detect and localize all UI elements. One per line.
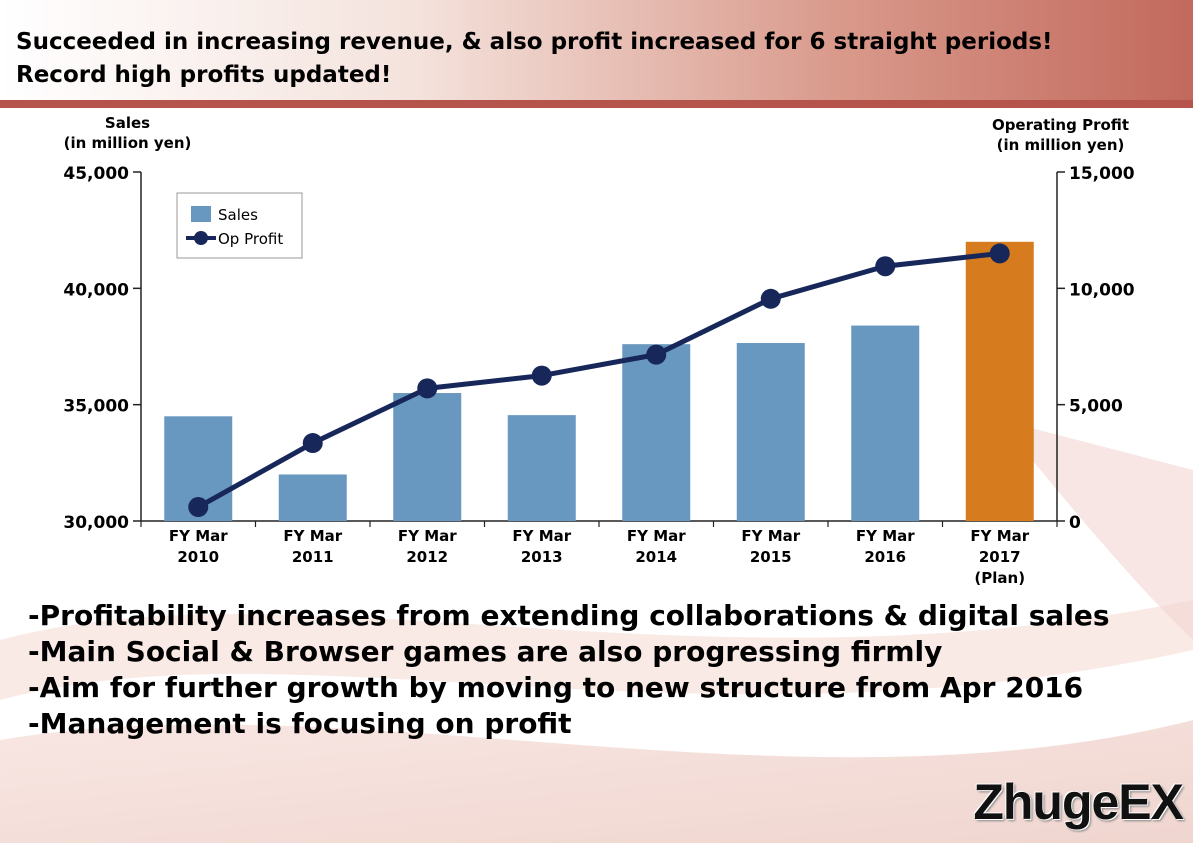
left-axis-title: Sales (in million yen): [40, 113, 215, 153]
right-axis-title-line-2: (in million yen): [996, 136, 1125, 154]
legend-profit-marker: [194, 231, 208, 245]
x-tick-label: FY Mar: [741, 527, 800, 545]
bullet-item: -Profitability increases from extending …: [28, 599, 1110, 632]
left-tick-label: 30,000: [63, 513, 129, 533]
sales-bar: [965, 241, 1034, 522]
x-tick-label: FY Mar: [512, 527, 571, 545]
brand-logo: ZhugeEX: [973, 774, 1184, 830]
x-tick-label: 2017: [979, 548, 1021, 566]
bullet-item: -Management is focusing on profit: [28, 707, 572, 740]
x-tick-label: 2012: [406, 548, 448, 566]
sales-bar: [622, 344, 691, 521]
left-tick-label: 45,000: [63, 164, 129, 184]
left-tick-label: 35,000: [63, 397, 129, 417]
x-tick-label: 2011: [292, 548, 334, 566]
x-tick-label: 2016: [864, 548, 906, 566]
sales-bar: [851, 325, 920, 521]
sales-bar: [393, 393, 462, 521]
x-tick-label: 2014: [635, 548, 677, 566]
x-tick-label: FY Mar: [283, 527, 342, 545]
op-profit-point: [188, 497, 209, 518]
x-tick-label: FY Mar: [627, 527, 686, 545]
sales-bar: [736, 343, 805, 521]
op-profit-point: [760, 288, 781, 309]
legend-box: [176, 192, 303, 259]
sales-bar: [278, 474, 347, 521]
right-axis-title-line-1: Operating Profit: [991, 116, 1130, 134]
headline-line-2: Record high profits updated!: [16, 62, 392, 88]
x-tick-label: 2013: [521, 548, 563, 566]
legend-profit-label: Op Profit: [218, 230, 283, 248]
x-tick-label: (Plan): [974, 569, 1025, 587]
right-tick-label: 15,000: [1069, 164, 1135, 184]
slide-headline: Succeeded in increasing revenue, & also …: [16, 26, 1053, 92]
sales-bar: [507, 415, 576, 521]
op-profit-point: [646, 344, 667, 365]
sales-profit-chart: 30,000 35,000 40,000 45,000 0 5,000 10,000 15,0…: [63, 164, 1135, 587]
x-tick-label: FY Mar: [970, 527, 1029, 545]
x-tick-label: FY Mar: [856, 527, 915, 545]
right-tick-label: 5,000: [1069, 397, 1123, 417]
x-tick-label: 2010: [177, 548, 219, 566]
op-profit-point: [302, 433, 323, 454]
right-tick-label: 0: [1069, 513, 1081, 533]
right-tick-label: 10,000: [1069, 280, 1135, 300]
headline-line-1: Succeeded in increasing revenue, & also …: [16, 29, 1053, 55]
op-profit-point: [417, 378, 438, 399]
left-tick-label: 40,000: [63, 280, 129, 300]
op-profit-line: [197, 250, 1001, 510]
left-axis-title-line-1: Sales: [104, 114, 151, 132]
right-axis-title: Operating Profit (in million yen): [968, 115, 1153, 155]
bullet-list: -Profitability increases from extending …: [28, 598, 1110, 742]
x-tick-label: FY Mar: [398, 527, 457, 545]
left-axis-title-line-2: (in million yen): [63, 134, 192, 152]
legend-sales-label: Sales: [218, 206, 258, 224]
x-tick-label: 2015: [750, 548, 792, 566]
op-profit-point: [531, 365, 552, 386]
x-tick-label: FY Mar: [169, 527, 228, 545]
bullet-item: -Main Social & Browser games are also pr…: [28, 635, 943, 668]
op-profit-point: [875, 256, 896, 277]
bullet-item: -Aim for further growth by moving to new…: [28, 671, 1084, 704]
op-profit-point: [989, 243, 1010, 264]
legend-sales-swatch: [191, 206, 211, 222]
